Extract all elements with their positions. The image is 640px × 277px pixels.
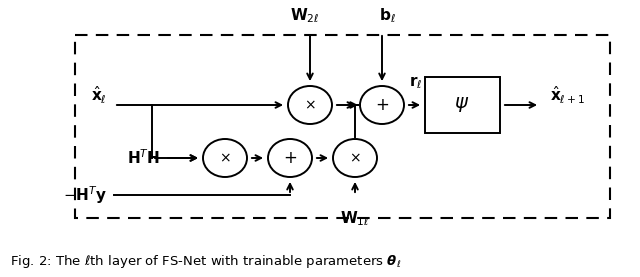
Text: $\times$: $\times$ <box>219 151 231 165</box>
Ellipse shape <box>333 139 377 177</box>
Bar <box>425 77 500 133</box>
Text: $\hat{\mathbf{x}}_\ell$: $\hat{\mathbf{x}}_\ell$ <box>92 84 107 106</box>
Ellipse shape <box>288 86 332 124</box>
Text: $\times$: $\times$ <box>349 151 361 165</box>
Text: $\mathbf{W}_{2\ell}$: $\mathbf{W}_{2\ell}$ <box>290 6 320 25</box>
Text: $\mathbf{H}^T\mathbf{H}$: $\mathbf{H}^T\mathbf{H}$ <box>127 149 160 167</box>
Text: $\psi$: $\psi$ <box>454 96 470 114</box>
Text: $+$: $+$ <box>375 96 389 114</box>
Text: $\hat{\mathbf{x}}_{\ell+1}$: $\hat{\mathbf{x}}_{\ell+1}$ <box>550 84 585 106</box>
Ellipse shape <box>360 86 404 124</box>
Text: $\mathbf{b}_\ell$: $\mathbf{b}_\ell$ <box>379 6 396 25</box>
Ellipse shape <box>268 139 312 177</box>
Text: $\mathbf{W}_{1\ell}$: $\mathbf{W}_{1\ell}$ <box>340 209 370 228</box>
Text: $\mathbf{r}_\ell$: $\mathbf{r}_\ell$ <box>409 75 422 91</box>
Text: $\times$: $\times$ <box>304 98 316 112</box>
Text: $-\mathbf{H}^T\mathbf{y}$: $-\mathbf{H}^T\mathbf{y}$ <box>63 184 107 206</box>
Text: Fig. 2: The $\ell$th layer of FS-Net with trainable parameters $\boldsymbol{\the: Fig. 2: The $\ell$th layer of FS-Net wit… <box>10 253 401 271</box>
Ellipse shape <box>203 139 247 177</box>
Bar <box>75 35 610 218</box>
Text: $+$: $+$ <box>283 149 297 167</box>
